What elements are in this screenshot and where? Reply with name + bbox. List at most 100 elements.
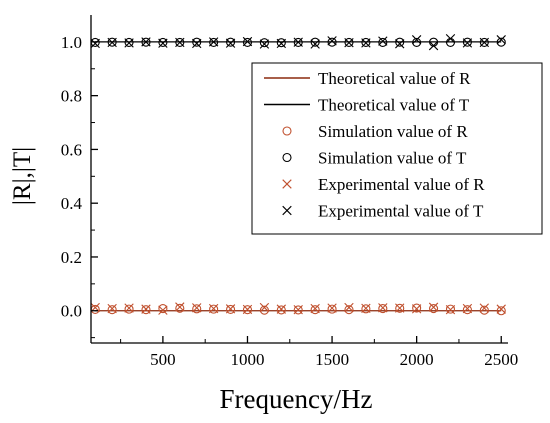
data-point-5 xyxy=(361,38,371,48)
data-point-2 xyxy=(310,305,320,315)
data-point-2 xyxy=(107,305,117,315)
data-point-4 xyxy=(107,303,117,314)
axes: 500 1000 1500 2000 2500 0.0 0.2 0.4 0.6 0.8 1.0 xyxy=(61,15,518,369)
data-point-5 xyxy=(411,35,422,45)
data-point-4 xyxy=(327,303,337,313)
data-point-2 xyxy=(378,304,388,314)
data-point-4 xyxy=(310,303,320,314)
data-point-4 xyxy=(428,302,439,312)
y-axis-label: |R|,|T| xyxy=(9,147,36,205)
y-tick-label: 0.2 xyxy=(61,248,82,267)
data-point-5 xyxy=(378,36,388,46)
data-point-5 xyxy=(90,38,100,49)
data-point-2 xyxy=(293,305,303,315)
data-point-5-stroke xyxy=(395,39,405,49)
y-tick-label: 1.0 xyxy=(61,33,82,52)
data-point-4 xyxy=(158,305,168,315)
data-point-4 xyxy=(411,304,422,314)
data-point-2 xyxy=(327,304,337,314)
data-point-5 xyxy=(124,38,134,48)
data-point-3 xyxy=(293,37,303,47)
data-point-5 xyxy=(242,36,253,47)
data-point-5 xyxy=(462,38,473,48)
legend-swatch-marker-stroke xyxy=(282,205,292,216)
data-point-4-stroke xyxy=(445,304,456,315)
data-point-3 xyxy=(175,37,185,47)
data-point-4 xyxy=(496,304,506,314)
data-point-5-stroke xyxy=(124,38,134,48)
data-point-2 xyxy=(412,303,422,313)
data-point-2 xyxy=(209,304,219,314)
data-point-4 xyxy=(276,304,287,314)
data-point-4-stroke xyxy=(192,303,202,313)
data-point-4 xyxy=(175,302,185,312)
data-point-5-stroke xyxy=(445,33,456,44)
data-point-3 xyxy=(479,37,489,47)
data-point-5 xyxy=(293,37,303,47)
data-point-2 xyxy=(462,305,472,315)
data-point-4-stroke xyxy=(124,303,134,313)
data-point-2 xyxy=(141,305,151,315)
data-point-4 xyxy=(259,302,270,313)
x-tick-label: 2000 xyxy=(400,350,434,369)
legend-box xyxy=(251,62,543,235)
data-point-5-stroke xyxy=(175,37,185,48)
data-point-2 xyxy=(175,303,185,313)
legend-swatch-marker-stroke xyxy=(282,179,292,189)
legend-swatch-marker xyxy=(282,179,292,189)
data-point-5 xyxy=(310,39,320,49)
data-point-5-stroke xyxy=(192,38,202,49)
data-point-4-stroke xyxy=(310,303,320,314)
data-point-3 xyxy=(412,37,422,47)
data-point-4 xyxy=(361,303,371,314)
data-point-5-stroke xyxy=(344,38,354,48)
data-point-4-stroke xyxy=(496,304,506,314)
data-point-5 xyxy=(107,37,117,48)
data-point-3 xyxy=(192,37,202,47)
legend-entry-label: Experimental value of T xyxy=(318,202,484,221)
data-point-2 xyxy=(192,304,202,314)
data-point-5 xyxy=(327,36,337,46)
data-point-3 xyxy=(462,37,472,47)
data-point-4-stroke xyxy=(175,302,185,312)
data-point-5 xyxy=(225,38,236,48)
data-point-4-stroke xyxy=(107,303,117,314)
data-point-4-stroke xyxy=(327,303,337,313)
data-point-5-stroke xyxy=(242,36,253,47)
data-point-5-stroke xyxy=(411,35,422,45)
data-point-4-stroke xyxy=(242,304,253,315)
data-point-5-stroke xyxy=(276,38,287,49)
data-point-2 xyxy=(445,304,456,314)
data-point-4 xyxy=(462,303,473,314)
data-point-4-stroke xyxy=(378,303,388,313)
data-point-5 xyxy=(175,37,185,48)
data-point-3 xyxy=(209,37,219,47)
data-point-2 xyxy=(259,305,269,315)
data-point-3 xyxy=(124,37,134,47)
data-point-4-stroke xyxy=(293,304,303,315)
data-point-4 xyxy=(208,303,219,314)
data-point-5-stroke xyxy=(361,38,371,48)
data-point-2 xyxy=(429,304,439,314)
legend-entry-label: Theoretical value of R xyxy=(318,69,471,88)
data-point-4 xyxy=(378,303,388,313)
x-tick-label: 500 xyxy=(150,350,176,369)
data-point-5-stroke xyxy=(90,38,100,49)
data-point-5 xyxy=(141,37,151,47)
data-point-5 xyxy=(344,38,354,48)
legend: Theoretical value of R Theoretical value … xyxy=(251,62,543,235)
data-point-5-stroke xyxy=(428,40,439,51)
data-point-5 xyxy=(496,35,506,45)
data-point-4 xyxy=(395,303,405,313)
legend-entry-label: Simulation value of T xyxy=(318,149,467,168)
data-point-3 xyxy=(276,38,286,48)
data-point-4 xyxy=(141,304,151,314)
data-point-4 xyxy=(293,304,303,315)
y-tick-label: 0.0 xyxy=(61,302,82,321)
data-point-4-stroke xyxy=(225,304,236,314)
legend-swatch-marker xyxy=(282,126,292,136)
data-point-4 xyxy=(445,304,456,315)
data-point-4-stroke xyxy=(141,304,151,314)
data-point-4-stroke xyxy=(344,302,354,313)
